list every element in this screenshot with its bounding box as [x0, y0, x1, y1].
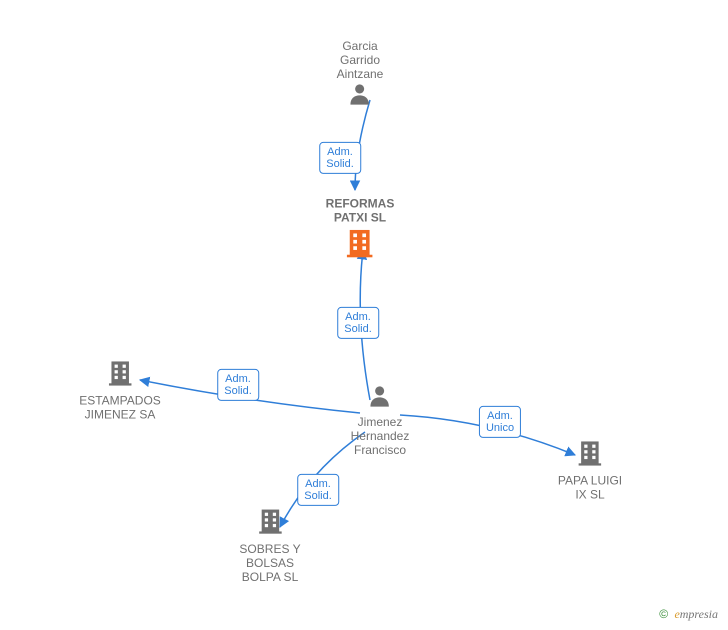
edge-label-jimenez-estamp: Adm.Solid. [217, 369, 259, 401]
building-icon [575, 438, 605, 473]
node-label: GarciaGarridoAintzane [337, 40, 384, 81]
person-icon [347, 81, 373, 112]
building-icon [105, 358, 135, 393]
node-label: PAPA LUIGIIX SL [558, 475, 622, 503]
person-icon [367, 383, 393, 414]
node-label: SOBRES YBOLSASBOLPA SL [239, 543, 300, 584]
network-diagram: GarciaGarridoAintzane REFORMASPATXI SL J… [0, 0, 728, 630]
edge-label-jimenez-reformas: Adm.Solid. [337, 307, 379, 339]
company-node-estamp: ESTAMPADOSJIMENEZ SA [79, 358, 161, 423]
company-node-reformas: REFORMASPATXI SL [326, 196, 395, 265]
building-icon [255, 506, 285, 541]
edge-label-jimenez-papa: Adm.Unico [479, 406, 521, 438]
copyright-symbol: © [659, 607, 668, 621]
company-node-sobres: SOBRES YBOLSASBOLPA SL [239, 506, 300, 584]
building-icon [343, 225, 377, 264]
edge-label-jimenez-sobres: Adm.Solid. [297, 474, 339, 506]
node-label: JimenezHernandezFrancisco [351, 416, 410, 457]
edge-label-garcia-reformas: Adm.Solid. [319, 142, 361, 174]
person-node-jimenez: JimenezHernandezFrancisco [351, 383, 410, 457]
brand-rest: mpresia [680, 607, 718, 621]
company-node-papa: PAPA LUIGIIX SL [558, 438, 622, 503]
node-label: REFORMASPATXI SL [326, 198, 395, 226]
copyright: © empresia [659, 607, 718, 622]
person-node-garcia: GarciaGarridoAintzane [337, 38, 384, 112]
node-label: ESTAMPADOSJIMENEZ SA [79, 395, 161, 423]
